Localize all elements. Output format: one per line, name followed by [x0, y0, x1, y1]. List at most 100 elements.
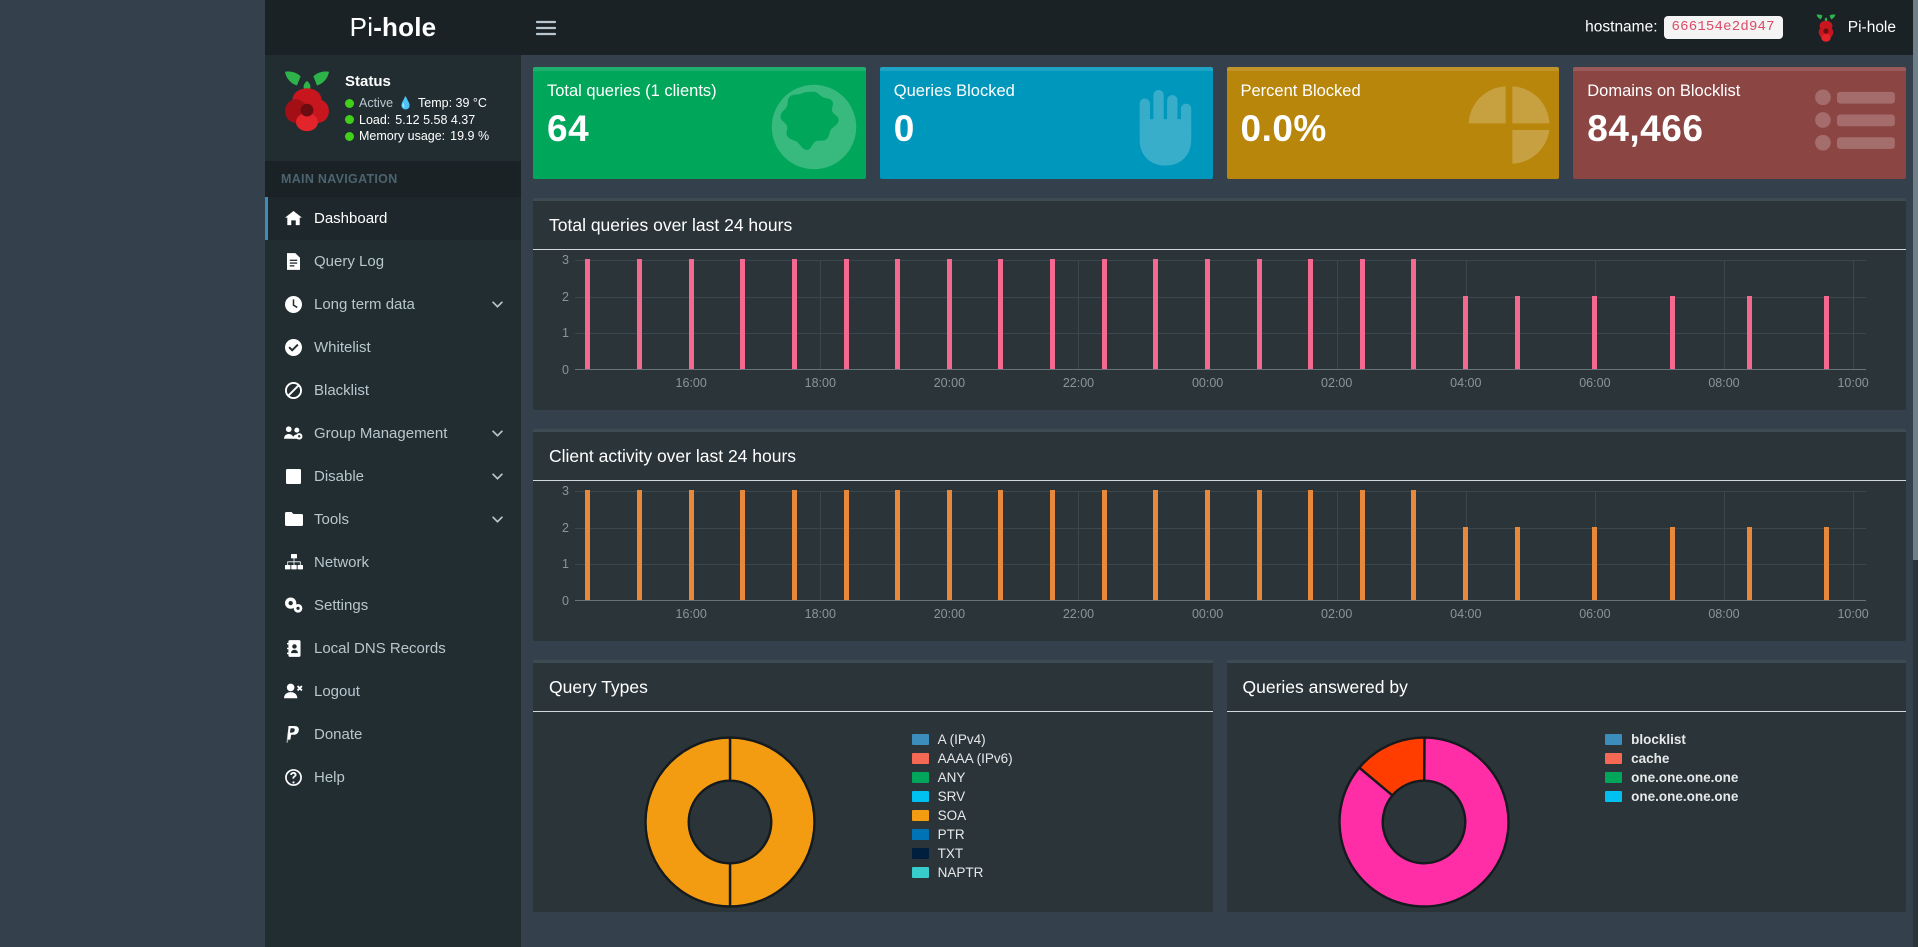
bar[interactable]	[962, 260, 988, 369]
bar[interactable]	[730, 259, 756, 369]
legend-item[interactable]: PTR	[911, 827, 1197, 842]
bar[interactable]	[1453, 260, 1479, 369]
sidebar-item-disable[interactable]: Disable	[265, 455, 521, 498]
query-types-donut[interactable]	[549, 722, 912, 908]
legend-item[interactable]: ANY	[911, 770, 1197, 785]
sidebar-item-logout[interactable]: Logout	[265, 670, 521, 713]
bar[interactable]	[1478, 260, 1504, 369]
bar[interactable]	[1143, 490, 1169, 600]
bar[interactable]	[1685, 491, 1711, 600]
bar[interactable]	[1014, 491, 1040, 600]
sidebar-item-donate[interactable]: Donate	[265, 713, 521, 756]
bar[interactable]	[1659, 260, 1685, 369]
bar[interactable]	[988, 259, 1014, 369]
legend-item[interactable]: SRV	[911, 789, 1197, 804]
bar[interactable]	[575, 259, 601, 369]
bar[interactable]	[678, 490, 704, 600]
brand-logo[interactable]: Pi -hole	[265, 0, 521, 55]
sidebar-item-settings[interactable]: Settings	[265, 584, 521, 627]
bar[interactable]	[1427, 260, 1453, 369]
bar[interactable]	[1375, 260, 1401, 369]
legend-item[interactable]: one.one.one.one	[1605, 789, 1890, 804]
bar[interactable]	[1478, 491, 1504, 600]
bar[interactable]	[1324, 260, 1350, 369]
bar[interactable]	[782, 259, 808, 369]
stat-box-queries-blocked[interactable]: Queries Blocked 0	[879, 67, 1213, 179]
user-menu[interactable]: Pi-hole	[1797, 13, 1896, 43]
donut-slice[interactable]	[644, 736, 732, 908]
bar[interactable]	[1091, 490, 1117, 600]
bar[interactable]	[1711, 491, 1737, 600]
donut-slice[interactable]	[1338, 736, 1510, 908]
bar[interactable]	[652, 260, 678, 369]
bar[interactable]	[1117, 260, 1143, 369]
chevron-down-icon[interactable]	[492, 469, 509, 483]
bar[interactable]	[1840, 491, 1866, 600]
bar[interactable]	[1324, 491, 1350, 600]
bar[interactable]	[885, 259, 911, 369]
bar[interactable]	[1272, 491, 1298, 600]
bar[interactable]	[1349, 259, 1375, 369]
sidebar-item-local-dns-records[interactable]: Local DNS Records	[265, 627, 521, 670]
chevron-down-icon[interactable]	[492, 512, 509, 526]
bar[interactable]	[911, 491, 937, 600]
bar[interactable]	[627, 490, 653, 600]
bar[interactable]	[1375, 491, 1401, 600]
bar[interactable]	[652, 491, 678, 600]
sidebar-item-network[interactable]: Network	[265, 541, 521, 584]
bar[interactable]	[1195, 259, 1221, 369]
bar[interactable]	[1608, 260, 1634, 369]
bar[interactable]	[1298, 259, 1324, 369]
bar[interactable]	[1659, 491, 1685, 600]
bar[interactable]	[782, 490, 808, 600]
bar[interactable]	[1608, 491, 1634, 600]
bar[interactable]	[1220, 491, 1246, 600]
bar[interactable]	[1788, 260, 1814, 369]
legend-item[interactable]: NAPTR	[911, 865, 1197, 880]
sidebar-item-blacklist[interactable]: Blacklist	[265, 369, 521, 412]
bar[interactable]	[1427, 491, 1453, 600]
donut-slice[interactable]	[729, 736, 816, 908]
bar[interactable]	[1530, 491, 1556, 600]
bar[interactable]	[1401, 259, 1427, 369]
bar[interactable]	[1737, 260, 1763, 369]
bar[interactable]	[1091, 259, 1117, 369]
bar[interactable]	[1220, 260, 1246, 369]
bar[interactable]	[885, 490, 911, 600]
bar[interactable]	[1453, 491, 1479, 600]
bar[interactable]	[1246, 490, 1272, 600]
bar[interactable]	[1040, 259, 1066, 369]
chevron-down-icon[interactable]	[492, 297, 509, 311]
legend-item[interactable]: cache	[1605, 751, 1890, 766]
bar[interactable]	[1169, 260, 1195, 369]
bar[interactable]	[962, 491, 988, 600]
bar[interactable]	[1401, 490, 1427, 600]
sidebar-item-tools[interactable]: Tools	[265, 498, 521, 541]
chevron-down-icon[interactable]	[492, 426, 509, 440]
legend-item[interactable]: SOA	[911, 808, 1197, 823]
stat-box-percent-blocked[interactable]: Percent Blocked 0.0%	[1226, 67, 1560, 179]
bar[interactable]	[1065, 260, 1091, 369]
sidebar-item-dashboard[interactable]: Dashboard	[265, 196, 521, 240]
bar[interactable]	[833, 490, 859, 600]
stat-box-domains-on-blocklist[interactable]: Domains on Blocklist 84,466	[1573, 67, 1906, 179]
sidebar-item-long-term-data[interactable]: Long term data	[265, 283, 521, 326]
bar[interactable]	[859, 260, 885, 369]
bar[interactable]	[756, 260, 782, 369]
bar[interactable]	[1556, 260, 1582, 369]
bar[interactable]	[1840, 260, 1866, 369]
bar[interactable]	[1633, 491, 1659, 600]
bar[interactable]	[756, 491, 782, 600]
sidebar-item-help[interactable]: Help	[265, 756, 521, 799]
bar[interactable]	[1349, 490, 1375, 600]
bar[interactable]	[1711, 260, 1737, 369]
client-activity-bar-chart[interactable]: 0 1 2 3 16:00 18:00 20:00 22:00 00:00 02:00 04:00 0…	[549, 484, 1890, 629]
bar[interactable]	[1014, 260, 1040, 369]
bar[interactable]	[988, 490, 1014, 600]
legend-item[interactable]: TXT	[911, 846, 1197, 861]
total-queries-bar-chart[interactable]: 0 1 2 3 16:00 18:00 20:00 22:00 00:00 02:00 04:00 0…	[549, 253, 1890, 398]
hamburger-icon[interactable]	[521, 0, 571, 55]
legend-item[interactable]: AAAA (IPv6)	[911, 751, 1197, 766]
bar[interactable]	[859, 491, 885, 600]
bar[interactable]	[1504, 260, 1530, 369]
